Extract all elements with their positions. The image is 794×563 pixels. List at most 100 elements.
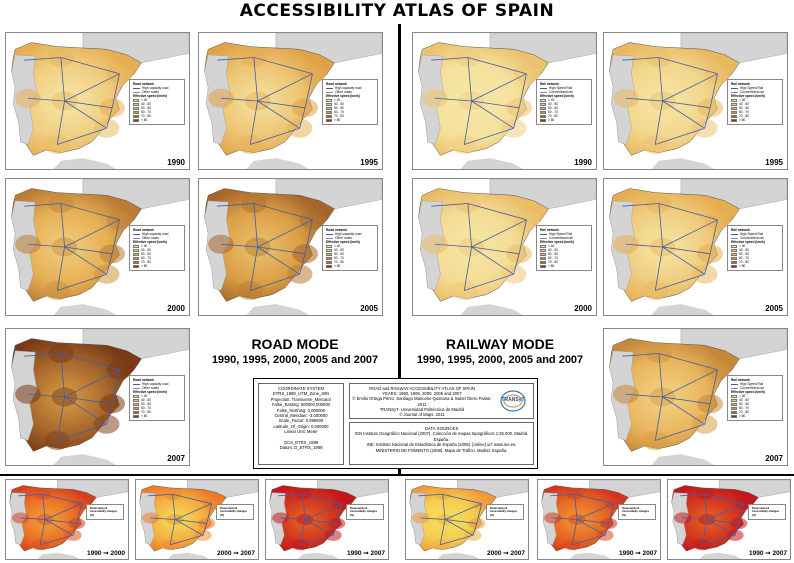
period-to: 2007 [240,550,255,557]
network-link [57,127,107,145]
rail-section-title: RAILWAY MODE 1990, 1995, 2000, 2005 and … [400,336,600,367]
network-link [27,243,65,248]
accessibility-zone [237,135,264,155]
network-link [701,519,708,545]
rail-map-panel-2000: 2000 Rail network High Speed Rail Conventi… [412,178,597,316]
network-link [706,519,736,536]
africa-land [569,552,612,559]
legend-class: 70 - 80 [133,260,181,264]
legend-title: Road network [220,506,238,510]
network-link [625,393,663,398]
change-period-label: 2000 ➞ 2007 [487,549,525,557]
legend-class: 50 - 60 [133,252,181,256]
period-arrow: ➞ [363,550,369,557]
spain-accessibility-map [406,480,528,559]
network-link [44,503,82,520]
network-link [174,503,212,520]
rail-map-panel-2005: 2005 Rail network High Speed Rail Conventi… [603,178,788,316]
map-legend: Road network Accessibility changes (%) [216,503,254,520]
map-year-label: 1995 [360,158,378,167]
network-link [738,503,745,524]
network-link [658,57,718,75]
accessibility-zone [513,64,540,84]
period-arrow: ➞ [233,550,239,557]
accessibility-zone [451,135,478,155]
coord-line: ETRS_1989_UTM_Zone_30N [272,391,330,397]
network-link [464,273,514,291]
network-link [206,503,213,524]
legend-class: 50 - 60 [731,252,779,256]
network-link [18,493,43,497]
legend-class: < 40 [133,244,181,248]
road-map-panel-2007: 2007 Road network High capacity road Other… [5,328,190,466]
network-link [64,219,120,248]
network-link [431,57,468,61]
network-link [39,519,46,545]
period-from: 2000 [216,550,232,557]
map-legend: Rail network High Speed Rail Conventional … [727,225,783,272]
period-to: 2007 [642,550,657,557]
africa-land [167,552,210,559]
network-link [431,203,468,207]
map-legend: Road network Accessibility changes (%) [618,503,656,520]
legend-line-minor: Other roads [326,236,374,240]
period-to: 2007 [510,550,525,557]
network-link [24,57,61,61]
network-link [174,519,204,536]
network-link [150,517,176,520]
network-link [704,253,711,275]
accessibility-zone [161,539,179,551]
legend-line-major: High capacity road [326,232,374,236]
map-legend: Rail network High Speed Rail Conventional … [536,225,592,272]
legend-class: 60 - 70 [540,110,588,114]
legend-class: > 80 [731,414,779,418]
legend-class: > 80 [133,414,181,418]
network-link [60,353,65,398]
coord-line: Linear Unit: Meter [284,429,318,435]
network-link [76,503,83,524]
map-year-label: 2005 [360,304,378,313]
legend-class: < 40 [133,394,181,398]
spain-accessibility-map [413,33,596,169]
rail-mode-years: 1990, 1995, 2000, 2005 and 2007 [416,354,584,366]
coordinate-system-box: COORDINATE SYSTEM ETRS_1989_UTM_Zone_30N… [258,383,344,465]
legend-subtitle: Effective speed (km/h) [540,240,574,245]
legend-title: Rail network [540,228,559,233]
network-link [439,519,446,545]
network-link [434,97,472,102]
network-link [574,493,614,505]
accessibility-zone [44,135,71,155]
network-link [471,100,520,109]
accessibility-zone [48,343,74,363]
network-link [60,57,65,102]
network-link [576,503,614,520]
network-link [148,493,173,497]
accessibility-zone [674,512,692,524]
legend-class: 40 - 50 [731,248,779,252]
network-link [702,534,736,546]
legend-class: 50 - 60 [540,106,588,110]
network-link [60,203,120,221]
accessibility-zone [691,264,718,284]
network-link [20,517,46,520]
network-link [608,503,615,524]
network-link [654,100,663,145]
network-link [571,519,578,545]
map-year-label: 2000 [574,304,592,313]
network-link [734,523,740,536]
spain-accessibility-map [604,329,787,465]
period-arrow: ➞ [765,550,771,557]
network-link [574,494,578,520]
accessibility-zone [704,360,731,380]
network-link [471,246,514,275]
map-legend: Rail network High Speed Rail Conventional … [727,375,783,422]
legend-class: 60 - 70 [731,110,779,114]
map-year-label: 1995 [765,158,783,167]
road-section-title: ROAD MODE 1990, 1995, 2000, 2005 and 200… [195,336,395,367]
network-link [172,493,212,505]
network-link [434,243,472,248]
accessibility-zone [642,431,669,451]
change-period-label: 1990 ➞ 2007 [347,549,385,557]
legend-line-minor: Conventional rail [731,90,779,94]
network-link [464,127,514,145]
